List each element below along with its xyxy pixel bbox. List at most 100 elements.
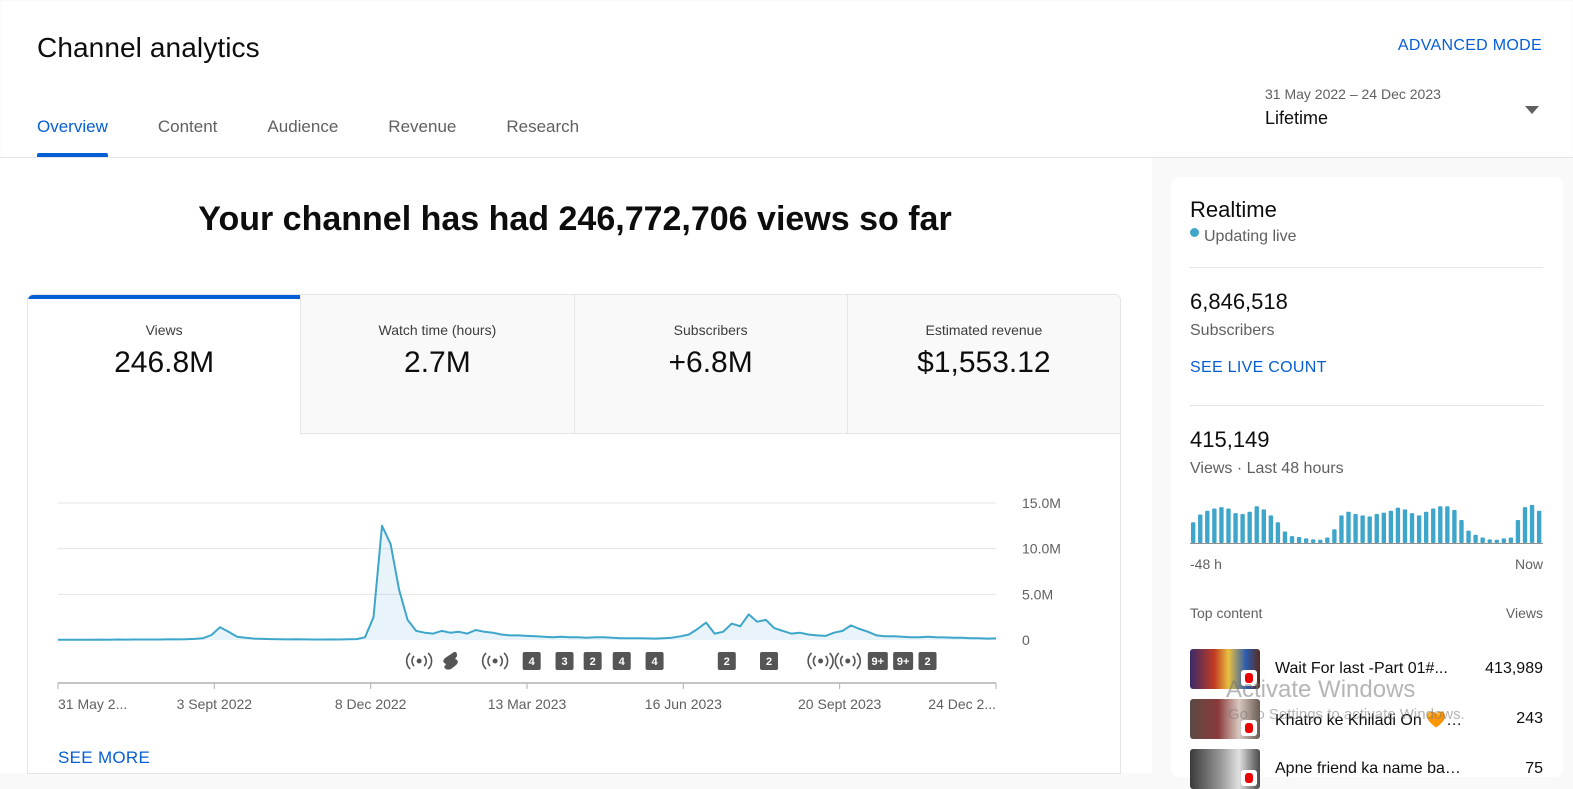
- event-marker: 2: [918, 652, 937, 670]
- advanced-mode-button[interactable]: ADVANCED MODE: [1397, 37, 1542, 54]
- top-content-item[interactable]: Apne friend ka name batao i... 75: [1190, 749, 1543, 789]
- realtime-bar: [1226, 508, 1231, 543]
- realtime-bar: [1438, 506, 1443, 543]
- event-marker-count: 4: [529, 656, 536, 668]
- metric-value: 246.8M: [114, 346, 215, 379]
- metric-label: Views: [145, 322, 183, 338]
- tab-overview[interactable]: Overview: [37, 105, 108, 157]
- live-marker-wave: [499, 655, 504, 667]
- views-headline: Your channel has had 246,772,706 views s…: [198, 200, 952, 238]
- metric-tab-estimated-revenue[interactable]: Estimated revenue $1,553.12: [846, 295, 1120, 434]
- see-more-button[interactable]: SEE MORE: [58, 748, 151, 767]
- see-live-count-button[interactable]: SEE LIVE COUNT: [1190, 359, 1327, 376]
- realtime-bar: [1289, 536, 1295, 543]
- realtime-status-text: Updating live: [1204, 228, 1297, 245]
- realtime-bar: [1374, 514, 1379, 543]
- overview-panel: Your channel has had 246,772,706 views s…: [0, 158, 1152, 774]
- realtime-bar: [1191, 522, 1196, 543]
- metric-tab-views[interactable]: Views 246.8M: [28, 295, 301, 434]
- top-content-item[interactable]: Wait For last -Part 01#... 413,989: [1190, 649, 1543, 689]
- tab-audience[interactable]: Audience: [267, 117, 339, 136]
- realtime-bar: [1402, 509, 1408, 543]
- top-content-heading: Top content: [1190, 605, 1263, 621]
- metric-label: Subscribers: [673, 322, 748, 338]
- live-marker-icon: [405, 652, 433, 670]
- realtime-bar: [1515, 520, 1521, 543]
- realtime-bar: [1395, 507, 1401, 543]
- realtime-bar: [1459, 520, 1464, 543]
- date-preset-text: Lifetime: [1265, 108, 1329, 128]
- realtime-bar: [1473, 534, 1478, 543]
- live-marker-wave: [852, 655, 856, 667]
- shorts-marker-shape: [443, 651, 458, 670]
- tab-research[interactable]: Research: [506, 117, 580, 136]
- event-marker-box: [522, 652, 541, 670]
- realtime-bar: [1508, 537, 1514, 543]
- live-marker-icon: [481, 652, 509, 670]
- video-views: 413,989: [1485, 660, 1543, 677]
- realtime-bar: [1275, 522, 1281, 543]
- metric-value: +6.8M: [668, 346, 753, 379]
- live-marker-wave: [807, 652, 813, 670]
- live-marker-dot: [416, 658, 422, 664]
- metric-value: $1,553.12: [917, 346, 1051, 379]
- live-marker-wave: [834, 652, 840, 670]
- live-marker-wave: [812, 655, 817, 667]
- divider: [1190, 405, 1543, 406]
- event-marker-box: [918, 652, 937, 670]
- realtime-bar: [1247, 511, 1252, 543]
- live-dot-icon: [1190, 228, 1199, 237]
- realtime-bar: [1452, 509, 1457, 543]
- realtime-views-label: Views · Last 48 hours: [1190, 460, 1344, 477]
- views-chart[interactable]: 15.0M 10.0M 5.0M 0 4 3 2 4 4 2 2 9+ 9+ 2 31 May 2... 3 …: [28, 475, 1118, 725]
- realtime-bar: [1205, 510, 1210, 543]
- event-marker: 9+: [867, 652, 888, 670]
- realtime-views-chart[interactable]: [1190, 497, 1543, 545]
- metric-value: 2.7M: [404, 346, 471, 379]
- mini-chart-start-label: -48 h: [1190, 556, 1222, 572]
- y-tick-label: 0: [1022, 632, 1030, 648]
- event-marker: 4: [612, 652, 631, 670]
- realtime-bar: [1325, 537, 1330, 543]
- realtime-bar: [1416, 515, 1422, 543]
- live-marker-wave: [423, 655, 428, 667]
- tab-content[interactable]: Content: [157, 117, 218, 136]
- video-views: 243: [1516, 710, 1543, 727]
- y-tick-label: 5.0M: [1022, 586, 1053, 602]
- metrics-card: Views 246.8M Watch time (hours) 2.7M Sub…: [27, 294, 1121, 774]
- realtime-bar: [1282, 531, 1288, 543]
- realtime-title: Realtime: [1190, 197, 1277, 222]
- divider: [1190, 267, 1543, 268]
- video-thumbnail: [1190, 749, 1260, 789]
- event-marker: 2: [717, 652, 736, 670]
- date-range-picker[interactable]: 31 May 2022 – 24 Dec 2023 Lifetime: [1265, 86, 1545, 129]
- realtime-bar: [1233, 513, 1238, 543]
- x-tick-label: 31 May 2...: [58, 696, 127, 712]
- metric-tabs: Views 246.8M Watch time (hours) 2.7M Sub…: [28, 295, 1120, 434]
- metric-tab-watch-time[interactable]: Watch time (hours) 2.7M: [300, 295, 574, 434]
- video-title: Apne friend ka name batao i...: [1275, 760, 1465, 777]
- subscriber-label: Subscribers: [1190, 322, 1275, 339]
- event-marker: 2: [583, 652, 602, 670]
- realtime-bar: [1409, 513, 1415, 543]
- realtime-bar: [1219, 507, 1224, 543]
- live-marker-wave: [481, 652, 487, 670]
- realtime-bar: [1501, 538, 1507, 543]
- realtime-bar: [1318, 539, 1323, 543]
- metric-tab-subscribers[interactable]: Subscribers +6.8M: [573, 295, 847, 434]
- live-marker-wave: [824, 655, 829, 667]
- event-marker-count: 3: [561, 656, 567, 668]
- realtime-status: Updating live: [1190, 228, 1297, 246]
- live-marker-wave: [411, 655, 415, 667]
- x-tick-label: 16 Jun 2023: [645, 696, 722, 712]
- live-marker-wave: [427, 652, 433, 670]
- tab-revenue[interactable]: Revenue: [388, 117, 457, 136]
- metric-label: Watch time (hours): [378, 322, 497, 338]
- event-marker-box: [555, 652, 574, 670]
- event-marker-count: 9+: [872, 656, 885, 668]
- event-marker-count: 2: [924, 656, 930, 668]
- realtime-bar: [1254, 506, 1259, 543]
- realtime-bar: [1381, 512, 1386, 543]
- event-marker-count: 4: [652, 656, 659, 668]
- top-content-item[interactable]: Khatro ke Khiladi On 🧡Diw... 243: [1190, 699, 1543, 739]
